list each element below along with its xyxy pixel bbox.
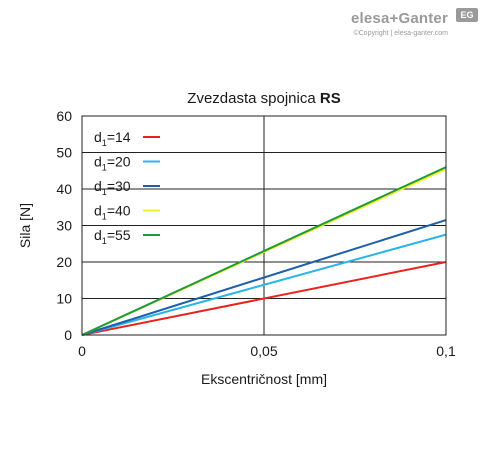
y-tick-label: 50	[56, 145, 72, 161]
legend-label: d1=40	[94, 203, 131, 222]
series-line-d1-20	[81, 233, 447, 336]
legend-label-base: d	[94, 178, 102, 194]
legend-label-base: d	[94, 129, 102, 145]
series-lines	[81, 166, 447, 336]
y-tick-label: 10	[56, 291, 72, 307]
brand-logo: elesa+Ganter	[350, 10, 448, 27]
legend-label-value: =14	[107, 129, 131, 145]
plot-frame	[81, 115, 447, 336]
brand-badge: EG	[456, 8, 478, 22]
x-axis-label: Ekscentričnost [mm]	[201, 371, 327, 387]
y-tick-label: 40	[56, 181, 72, 197]
chart-title-text: Zvezdasta spojnica	[187, 90, 316, 107]
y-axis-label: Sila [N]	[17, 203, 33, 248]
legend-label-subscript: 1	[102, 212, 107, 222]
x-tick-label: 0,1	[436, 343, 456, 359]
grid	[82, 116, 446, 335]
brand-copyright: ©Copyright | elesa-ganter.com	[353, 30, 448, 37]
x-tick-label: 0	[78, 343, 86, 359]
legend-label-base: d	[94, 227, 102, 243]
chart-title: Zvezdasta spojnica RS	[82, 90, 446, 107]
y-tick-label: 30	[56, 218, 72, 234]
legend-label-base: d	[94, 203, 102, 219]
legend-label: d1=14	[94, 129, 131, 148]
legend-label-subscript: 1	[102, 236, 107, 246]
series-line-d1-14	[81, 261, 447, 336]
brand-header: elesa+Ganter EG ©Copyright | elesa-gante…	[288, 8, 478, 48]
legend-label-subscript: 1	[102, 163, 107, 173]
legend-label-subscript: 1	[102, 138, 107, 148]
legend-label: d1=30	[94, 178, 131, 197]
legend-label-subscript: 1	[102, 187, 107, 197]
legend-label-value: =20	[107, 154, 131, 170]
legend-label-base: d	[94, 154, 102, 170]
y-tick-label: 60	[56, 108, 72, 124]
chart-title-bold: RS	[319, 90, 341, 107]
x-tick-label: 0,05	[250, 343, 277, 359]
legend-label: d1=55	[94, 227, 131, 246]
series-line-d1-30	[81, 219, 447, 336]
legend-label-value: =30	[107, 178, 131, 194]
y-tick-label: 20	[56, 254, 72, 270]
legend-label: d1=20	[94, 154, 131, 173]
legend-label-value: =55	[107, 227, 131, 243]
series-line-d1-55	[81, 166, 447, 336]
y-tick-label: 0	[64, 327, 72, 343]
legend-label-value: =40	[107, 203, 131, 219]
tick-labels: 0 10 20 30 40 50 60 0 0,05 0,1	[56, 108, 456, 359]
